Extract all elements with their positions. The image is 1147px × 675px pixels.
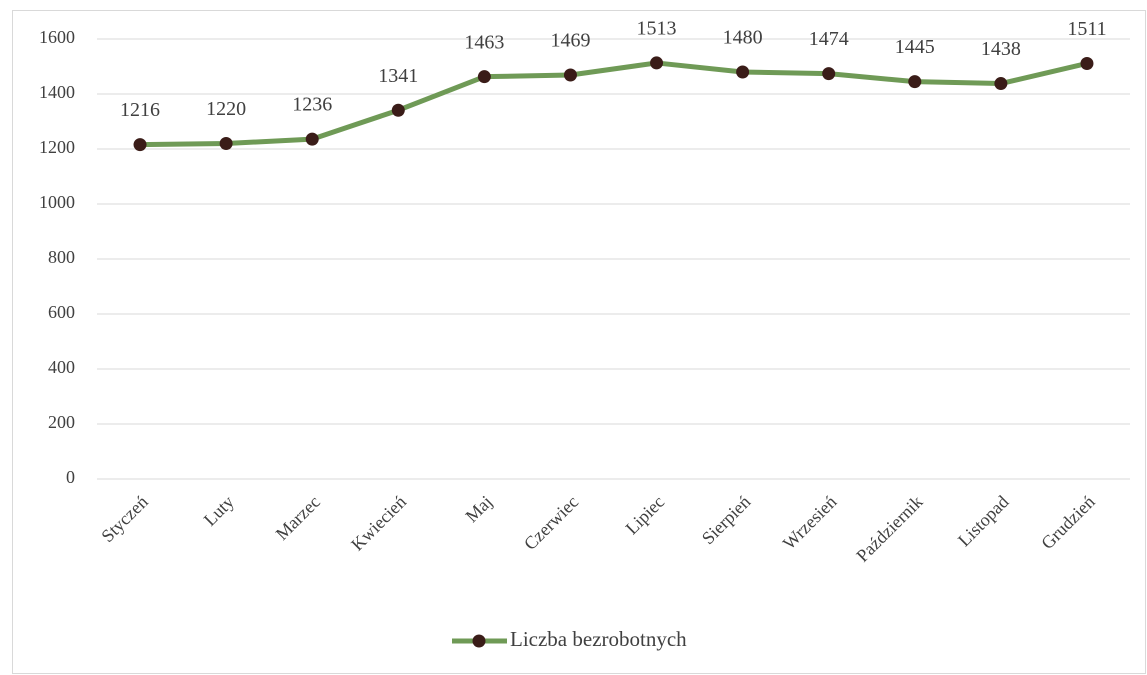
- y-tick-label: 1600: [39, 27, 75, 47]
- data-label: 1220: [206, 98, 246, 120]
- point-marker: [133, 138, 147, 152]
- point-marker: [391, 103, 405, 117]
- y-tick-label: 1000: [39, 192, 75, 212]
- data-label: 1480: [723, 27, 763, 49]
- y-tick-label: 0: [66, 467, 75, 487]
- point-marker: [563, 68, 577, 82]
- y-tick-label: 1200: [39, 137, 75, 157]
- series-line: [140, 60, 1088, 148]
- y-tick-label: 1400: [39, 82, 75, 102]
- data-label: 1469: [550, 30, 590, 52]
- point-marker: [477, 70, 491, 84]
- data-label: 1438: [981, 38, 1021, 60]
- data-label: 1445: [895, 36, 935, 58]
- data-label: 1511: [1067, 18, 1106, 40]
- data-label: 1341: [378, 65, 418, 87]
- legend-label: Liczba bezrobotnych: [510, 627, 687, 651]
- data-label: 1216: [120, 99, 160, 121]
- point-marker: [650, 56, 664, 70]
- data-label: 1474: [809, 28, 849, 50]
- point-marker: [822, 67, 836, 81]
- data-label: 1236: [292, 94, 332, 116]
- y-tick-label: 400: [48, 357, 75, 377]
- point-marker: [994, 77, 1008, 91]
- point-marker: [908, 75, 922, 89]
- point-marker: [736, 65, 750, 79]
- point-marker: [1080, 56, 1094, 70]
- y-tick-label: 800: [48, 247, 75, 267]
- data-label: 1463: [464, 31, 504, 53]
- y-tick-label: 600: [48, 302, 75, 322]
- point-marker: [219, 137, 233, 150]
- legend-marker: [472, 634, 486, 648]
- data-label: 1513: [637, 18, 677, 40]
- y-tick-label: 200: [48, 412, 75, 432]
- point-marker: [305, 132, 319, 146]
- chart-frame: [12, 10, 1146, 674]
